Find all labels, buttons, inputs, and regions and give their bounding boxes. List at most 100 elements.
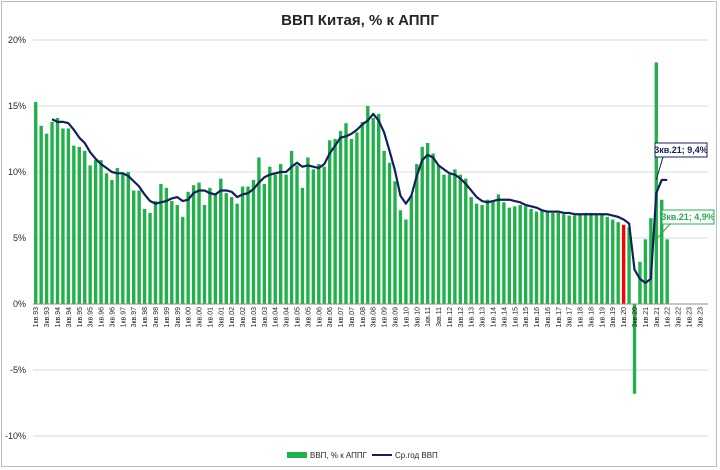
bar bbox=[300, 187, 305, 304]
x-tick-label: 3кв.13 bbox=[480, 307, 487, 328]
bar bbox=[50, 121, 54, 304]
x-tick-label: 3кв.98 bbox=[153, 307, 160, 328]
line-series bbox=[51, 112, 668, 284]
bar bbox=[148, 212, 152, 304]
bar bbox=[393, 181, 397, 304]
x-tick-label: 3кв.21 bbox=[654, 307, 661, 328]
bar bbox=[235, 203, 239, 304]
bar bbox=[404, 219, 408, 304]
bar bbox=[398, 210, 403, 304]
bar bbox=[458, 174, 463, 304]
bar bbox=[551, 212, 555, 304]
bar bbox=[360, 121, 365, 304]
bar bbox=[208, 187, 212, 304]
x-tick-label: 1кв.09 bbox=[382, 307, 389, 328]
x-tick-label: 3кв.17 bbox=[567, 307, 574, 328]
bar bbox=[464, 178, 468, 304]
x-tick-label: 3кв.04 bbox=[284, 307, 291, 328]
bar bbox=[213, 194, 218, 304]
bar bbox=[420, 146, 424, 304]
bar bbox=[39, 125, 43, 304]
bar bbox=[600, 214, 604, 304]
x-tick-label: 1кв.03 bbox=[251, 307, 258, 328]
bar bbox=[181, 216, 185, 304]
bar bbox=[338, 131, 343, 304]
bar bbox=[93, 160, 98, 304]
x-tick-label: 3кв.19 bbox=[610, 307, 617, 328]
x-tick-label: 1кв.12 bbox=[447, 307, 454, 328]
bar bbox=[137, 190, 141, 304]
bar bbox=[409, 195, 414, 304]
y-tick-label: 20% bbox=[8, 35, 26, 45]
bar bbox=[469, 197, 473, 304]
bar bbox=[104, 173, 109, 304]
bar bbox=[376, 113, 381, 304]
bar bbox=[387, 162, 392, 304]
bar bbox=[638, 261, 642, 304]
bar bbox=[284, 174, 288, 304]
bar bbox=[246, 186, 250, 304]
x-tick-label: 1кв.01 bbox=[207, 307, 214, 328]
x-tick-label: 3кв.12 bbox=[458, 307, 465, 328]
x-tick-label: 3кв.08 bbox=[371, 307, 378, 328]
bar bbox=[436, 165, 441, 304]
x-tick-label: 3кв.96 bbox=[109, 307, 116, 328]
x-tick-label: 3кв.11 bbox=[436, 307, 443, 327]
bar bbox=[534, 211, 539, 304]
x-tick-label: 1кв.10 bbox=[403, 307, 410, 328]
bar bbox=[262, 183, 267, 304]
x-tick-label: 1кв.94 bbox=[55, 307, 62, 328]
bar bbox=[257, 157, 261, 304]
x-tick-label: 1кв.15 bbox=[512, 307, 519, 328]
x-tick-label: 3кв.03 bbox=[262, 307, 269, 328]
bar bbox=[61, 128, 65, 304]
bar bbox=[502, 202, 506, 304]
bar bbox=[611, 219, 615, 304]
bar bbox=[322, 166, 326, 304]
bar bbox=[507, 207, 511, 304]
bar bbox=[88, 165, 92, 304]
bar bbox=[110, 179, 114, 304]
x-tick-label: 3кв.00 bbox=[197, 307, 204, 328]
x-tick-label: 1кв.02 bbox=[229, 307, 236, 328]
y-axis-ticks: -10% -5% 0% 5% 10% 15% 20% bbox=[5, 35, 26, 441]
bar bbox=[333, 139, 337, 304]
y-tick-label: 10% bbox=[8, 167, 26, 177]
x-tick-label: 1кв.13 bbox=[469, 307, 476, 328]
x-tick-label: 3кв.20 bbox=[632, 307, 639, 328]
bar bbox=[317, 164, 321, 304]
bar bbox=[186, 191, 190, 304]
annotation-label: 3кв.21; 9,4% bbox=[654, 145, 708, 155]
legend-label-bars: ВВП, % к АППГ bbox=[310, 451, 368, 460]
bar bbox=[197, 182, 201, 304]
chart-title: ВВП Китая, % к АППГ bbox=[281, 12, 439, 29]
bar bbox=[219, 178, 223, 304]
bar bbox=[55, 117, 60, 304]
bar bbox=[99, 160, 103, 304]
x-tick-label: 3кв.95 bbox=[88, 307, 95, 328]
legend: ВВП, % к АППГ Ср.год ВВП bbox=[287, 451, 438, 460]
x-tick-label: 1кв.14 bbox=[490, 307, 497, 328]
x-tick-label: 3кв.01 bbox=[218, 307, 225, 328]
bar bbox=[306, 157, 310, 304]
bar bbox=[589, 212, 593, 304]
bar bbox=[643, 239, 648, 304]
x-tick-label: 1кв.96 bbox=[99, 307, 106, 328]
bar bbox=[371, 117, 375, 304]
bar bbox=[268, 166, 272, 304]
x-tick-label: 1кв.97 bbox=[120, 307, 127, 328]
x-tick-label: 3кв.99 bbox=[175, 307, 182, 328]
bar bbox=[175, 205, 179, 304]
bar bbox=[224, 193, 228, 304]
x-tick-label: 1кв.98 bbox=[142, 307, 149, 328]
bar bbox=[273, 174, 277, 304]
bar bbox=[660, 199, 664, 304]
legend-label-line: Ср.год ВВП bbox=[395, 451, 438, 460]
x-tick-label: 3кв.23 bbox=[697, 307, 704, 328]
x-tick-label: 1кв.04 bbox=[273, 307, 280, 328]
legend-swatch-bars bbox=[287, 452, 307, 458]
bar bbox=[132, 190, 136, 304]
bar bbox=[425, 142, 430, 304]
x-tick-label: 3кв.16 bbox=[545, 307, 552, 328]
bar bbox=[442, 174, 446, 304]
